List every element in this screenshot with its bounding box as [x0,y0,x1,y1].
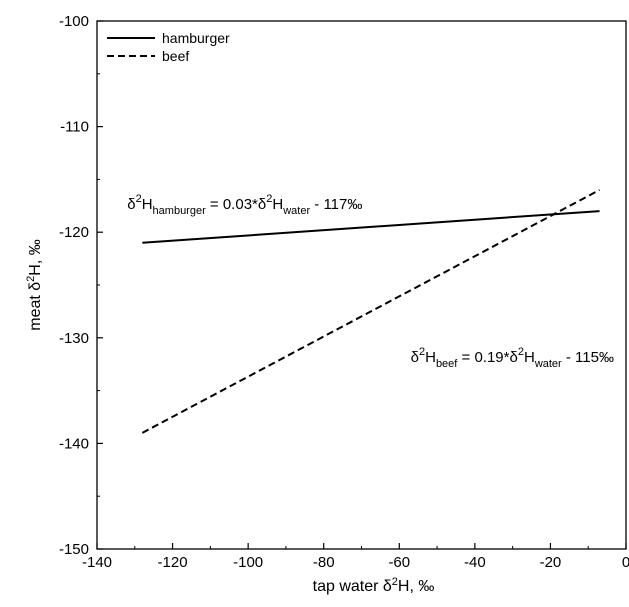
legend-label-hamburger: hamburger [162,30,230,46]
x-tick-label: -100 [233,554,263,571]
eq-tail: - 117‰ [310,196,362,213]
y-tick-label: -100 [59,13,89,30]
eq-sup: 2 [419,346,425,358]
x-tick-label: -20 [540,554,562,571]
eq-sub: beef [436,358,458,370]
x-tick-label: -120 [158,554,188,571]
eq-sub-2: water [534,358,562,370]
eq-sub: hamburger [153,205,207,217]
eq-delta: δ [411,349,419,366]
y-tick-label: -150 [59,541,89,558]
eq-delta: δ [127,196,135,213]
x-tick-label: -140 [82,554,112,571]
eq-sup: 2 [136,193,142,205]
eq-H: H [142,196,153,213]
x-tick-label: -60 [388,554,410,571]
legend-label-beef: beef [162,48,189,64]
y-axis-label-main: meat δ [27,282,44,331]
eq-middle: = 0.19*δ [457,349,517,366]
equation-beef: δ2Hbeef = 0.19*δ2Hwater - 115‰ [411,346,614,370]
eq-H-2: H [524,349,535,366]
eq-middle: = 0.03*δ [206,196,266,213]
y-tick-label: -110 [60,119,89,136]
x-tick-label: -80 [313,554,335,571]
y-tick-label: -130 [59,330,89,347]
y-axis-label-sup: 2 [25,276,37,282]
x-axis-label-main: tap water δ [313,578,392,595]
equation-hamburger: δ2Hhamburger = 0.03*δ2Hwater - 117‰ [127,193,362,217]
x-axis-label-tail: H, ‰ [398,578,434,595]
plot-layer: -140 -120 -100 -80 -60 -40 -20 0-150-140-130-12… [25,13,629,595]
eq-sup-2: 2 [518,346,524,358]
eq-H: H [425,349,436,366]
x-tick-label: -40 [464,554,486,571]
eq-sub-2: water [282,205,310,217]
series-line-beef [141,189,601,434]
y-tick-label: -140 [59,435,89,452]
eq-tail: - 115‰ [562,349,614,366]
y-axis-label: meat δ2H, ‰ [25,239,44,331]
y-tick-label: -120 [59,224,89,241]
eq-H-2: H [272,196,283,213]
eq-sup-2: 2 [266,193,272,205]
x-axis-label-sup: 2 [392,576,398,588]
y-axis-label-tail: H, ‰ [27,239,44,275]
plot-frame [96,20,627,550]
x-axis-label: tap water δ2H, ‰ [313,576,435,595]
x-tick-label: 0 [622,554,629,571]
series-line-hamburger [142,210,600,244]
